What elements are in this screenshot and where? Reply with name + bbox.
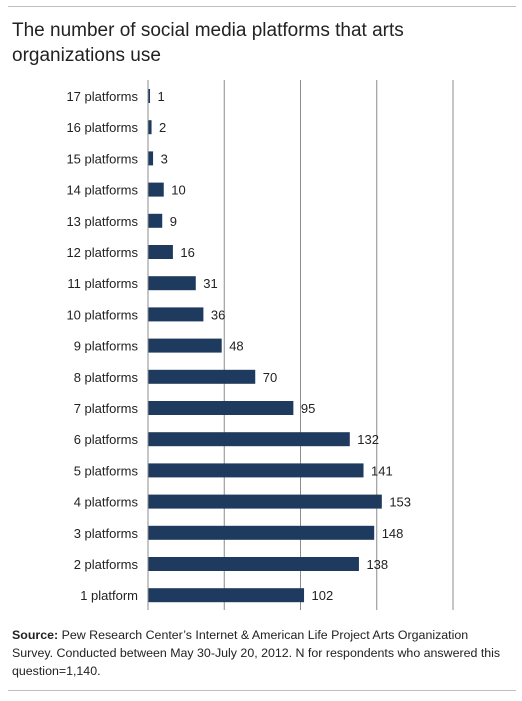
category-label: 2 platforms — [74, 557, 139, 572]
source-text: Pew Research Center’s Internet & America… — [12, 628, 501, 678]
bar — [148, 588, 305, 603]
category-label: 3 platforms — [74, 526, 139, 541]
value-label: 3 — [161, 151, 168, 166]
value-label: 16 — [180, 245, 194, 260]
bar — [148, 494, 382, 509]
value-label: 70 — [263, 370, 277, 385]
value-label: 36 — [211, 307, 225, 322]
bottom-rule — [8, 690, 516, 691]
bar — [148, 463, 364, 478]
value-label: 132 — [357, 432, 379, 447]
category-label: 15 platforms — [66, 151, 138, 166]
value-label: 148 — [382, 526, 404, 541]
bar — [148, 276, 196, 291]
value-label: 102 — [312, 588, 334, 603]
category-label: 6 platforms — [74, 432, 139, 447]
source-label: Source: — [12, 628, 59, 642]
value-label: 153 — [389, 495, 411, 510]
value-label: 9 — [170, 214, 177, 229]
bar — [148, 89, 151, 103]
category-label: 11 platforms — [67, 276, 138, 291]
value-label: 31 — [203, 276, 217, 291]
bar — [148, 213, 163, 228]
bar — [148, 245, 173, 259]
category-label: 13 platforms — [66, 214, 138, 229]
category-label: 7 platforms — [74, 401, 139, 416]
bar — [148, 369, 256, 384]
category-label: 5 platforms — [74, 463, 139, 478]
bar — [148, 120, 152, 135]
category-label: 8 platforms — [74, 370, 139, 385]
category-label: 16 platforms — [66, 120, 138, 135]
bar — [148, 557, 359, 571]
category-label: 1 platform — [80, 588, 138, 603]
bar — [148, 307, 204, 322]
value-label: 48 — [229, 339, 243, 354]
category-label: 10 platforms — [66, 307, 138, 322]
value-label: 138 — [366, 557, 388, 572]
chart-title: The number of social media platforms tha… — [12, 20, 404, 66]
value-label: 95 — [301, 401, 315, 416]
bar — [148, 401, 294, 415]
category-label: 12 platforms — [66, 245, 138, 260]
bar — [148, 182, 164, 197]
bar — [148, 525, 375, 540]
category-label: 17 platforms — [66, 89, 138, 104]
bar — [148, 151, 154, 166]
value-label: 10 — [171, 183, 185, 198]
value-label: 141 — [371, 463, 393, 478]
category-label: 9 platforms — [74, 339, 139, 354]
bar — [148, 338, 222, 353]
value-label: 1 — [158, 89, 165, 104]
category-label: 4 platforms — [74, 495, 139, 510]
value-label: 2 — [159, 120, 166, 135]
bar — [148, 432, 350, 447]
source-note: Source: Pew Research Center’s Internet &… — [12, 626, 512, 680]
top-rule — [8, 6, 516, 7]
category-label: 14 platforms — [66, 183, 138, 198]
